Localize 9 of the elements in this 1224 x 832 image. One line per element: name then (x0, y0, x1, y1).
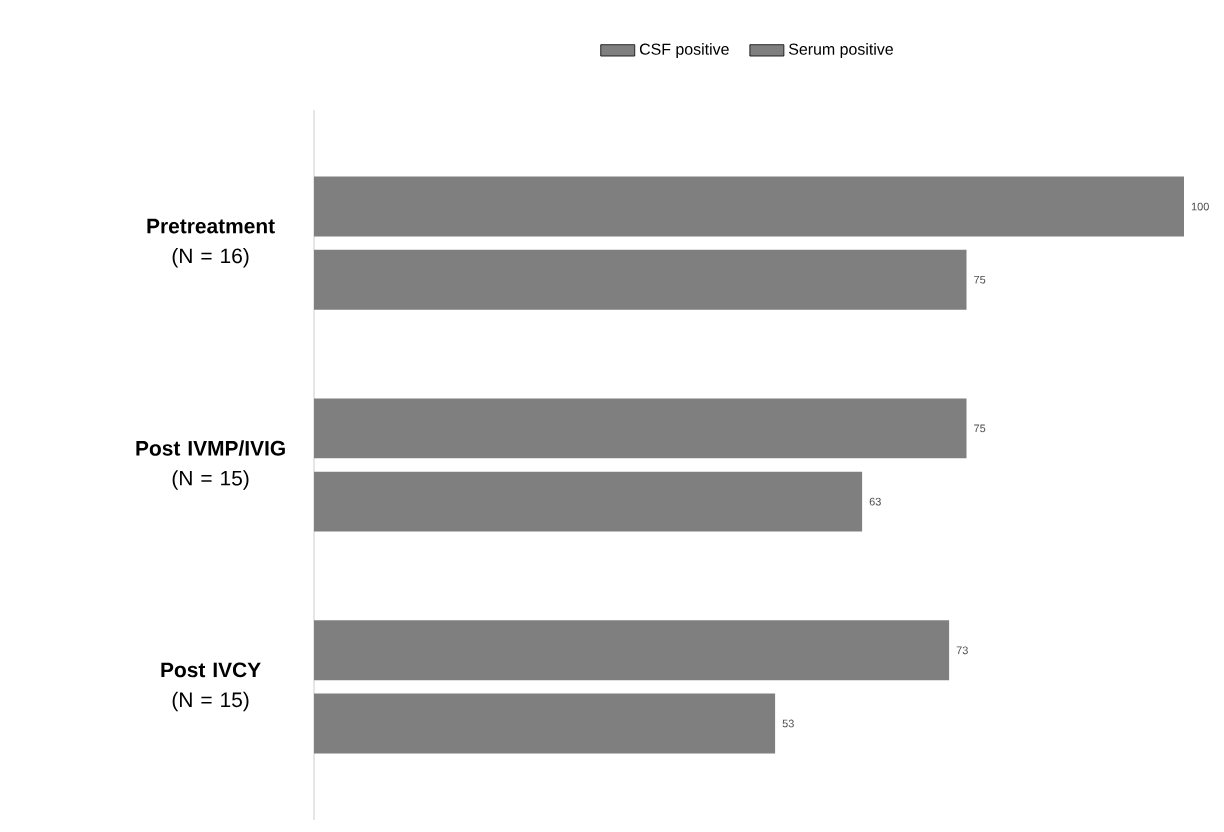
y-tick-label: Post IVMP/IVIG (N = 15) (136, 440, 285, 490)
bar (314, 693, 776, 754)
y-tick-label: Post IVCY (N = 15) (161, 662, 261, 712)
bar (314, 176, 1185, 237)
bar (314, 398, 967, 459)
bar (314, 471, 863, 532)
y-tick-label: Pretreatment (N = 16) (147, 218, 275, 268)
bar (314, 620, 950, 681)
bar (314, 249, 967, 310)
